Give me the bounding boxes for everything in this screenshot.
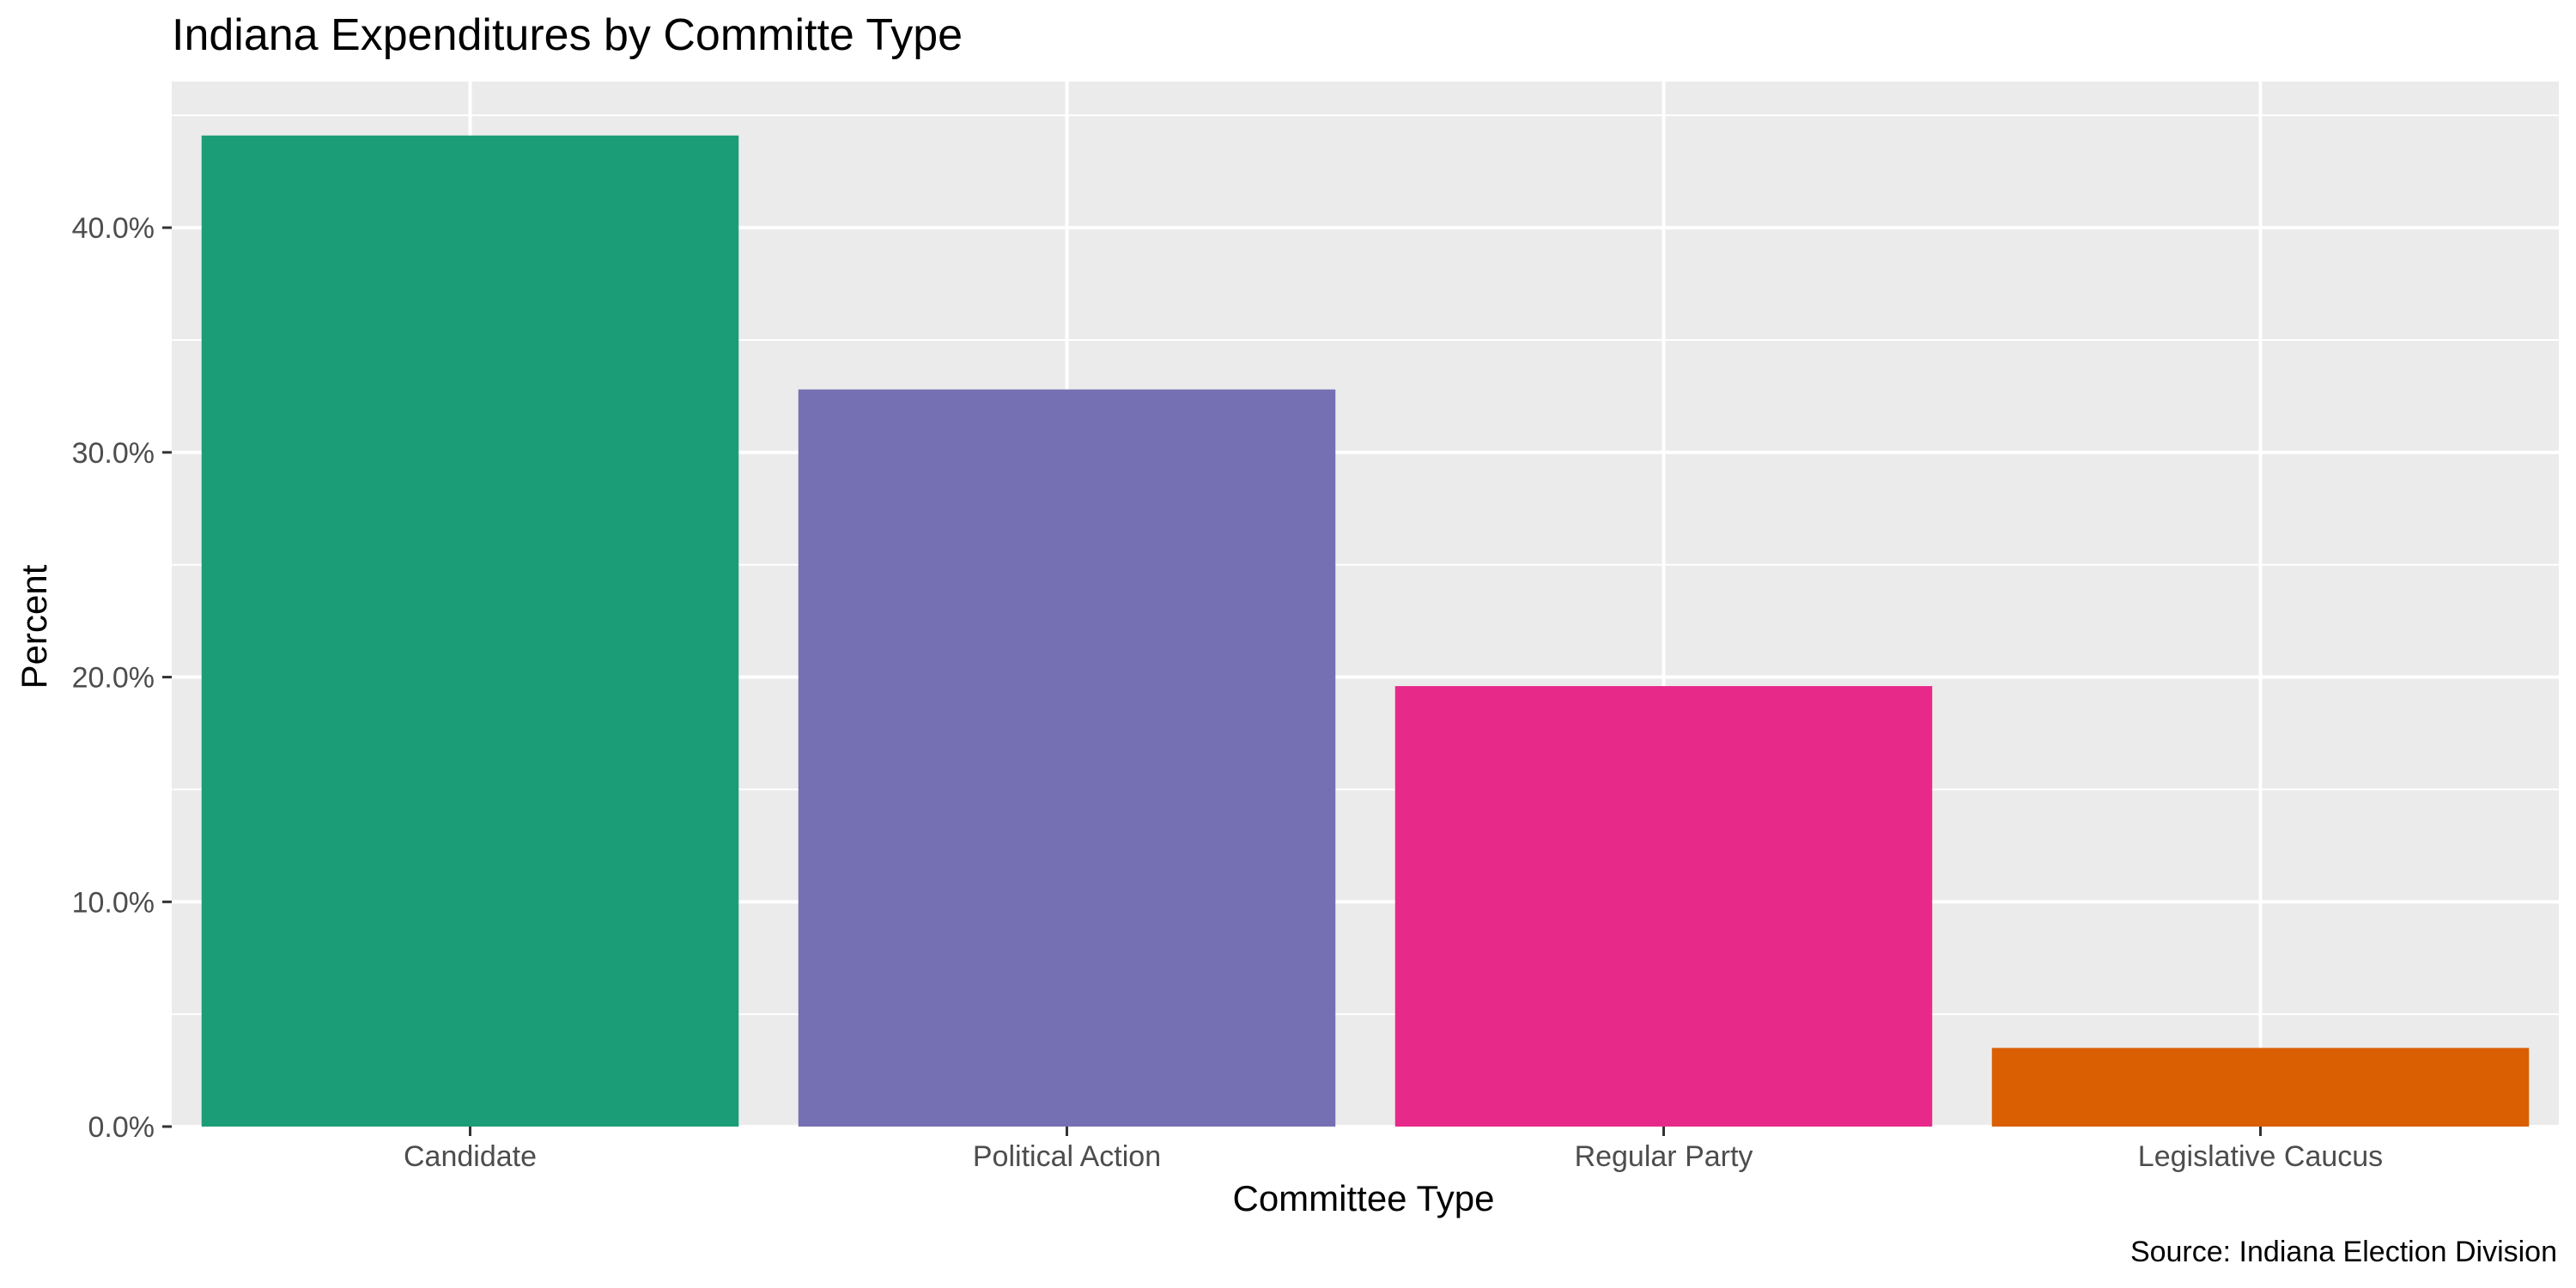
x-tick-label: Political Action — [973, 1140, 1161, 1173]
y-axis: 0.0% 10.0% 20.0% 30.0% 40.0% — [72, 212, 172, 1144]
y-tick-label: 30.0% — [72, 437, 155, 470]
y-tick-label: 10.0% — [72, 886, 155, 919]
y-tick-label: 0.0% — [88, 1111, 155, 1144]
bar-candidate — [201, 135, 739, 1127]
bar-regular-party — [1394, 686, 1933, 1127]
source-caption: Source: Indiana Election Division — [2130, 1236, 2557, 1268]
y-tick-label: 40.0% — [72, 212, 155, 245]
x-tick-label: Regular Party — [1575, 1140, 1753, 1173]
x-tick-label: Legislative Caucus — [2138, 1140, 2383, 1173]
bar-political-action — [798, 389, 1336, 1127]
y-tick-label: 20.0% — [72, 662, 155, 695]
bars — [201, 135, 2530, 1127]
bar-legislative-caucus — [1991, 1048, 2530, 1127]
y-axis-title: Percent — [14, 564, 54, 689]
x-axis-title: Committee Type — [1232, 1178, 1494, 1218]
x-axis: Candidate Political Action Regular Party Le… — [404, 1127, 2383, 1173]
chart-title: Indiana Expenditures by Committe Type — [172, 10, 963, 60]
x-tick-label: Candidate — [404, 1140, 537, 1173]
